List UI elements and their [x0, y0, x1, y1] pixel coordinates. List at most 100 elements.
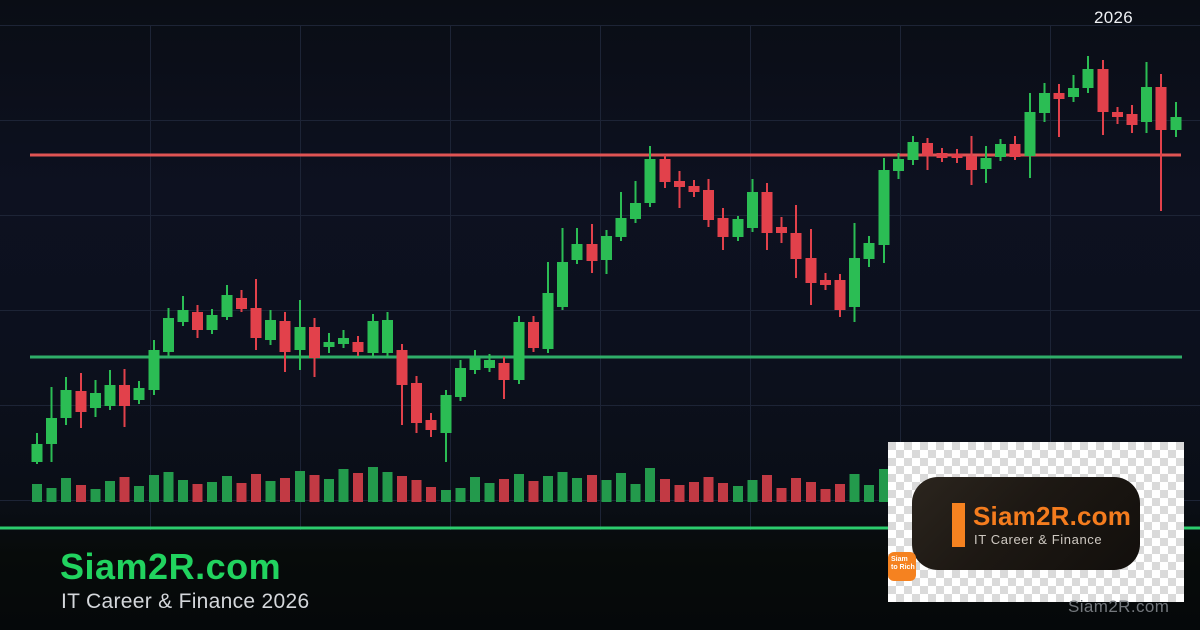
candle-body	[177, 310, 189, 322]
candle-body	[162, 318, 174, 352]
volume-bar	[207, 482, 218, 502]
volume-bar	[747, 480, 758, 502]
volume-bar	[776, 488, 787, 502]
candle-body	[498, 363, 510, 380]
candle-body	[688, 186, 700, 192]
candle-body	[1009, 144, 1021, 157]
grid-line-v	[600, 25, 601, 530]
volume-bar	[864, 485, 875, 502]
candle-body	[1097, 69, 1109, 112]
volume-bar	[703, 477, 714, 502]
candle-body	[440, 395, 452, 433]
volume-bar	[148, 475, 159, 502]
volume-bar	[90, 489, 101, 502]
volume-bar	[294, 471, 305, 502]
grid-line-v	[450, 25, 451, 530]
candle-body	[849, 258, 861, 307]
candle-body	[527, 322, 539, 348]
candle-body	[1155, 87, 1167, 130]
candle-body	[586, 244, 598, 261]
candle-body	[206, 315, 218, 330]
logo-card-subtitle: IT Career & Finance	[974, 532, 1103, 547]
candle-body	[265, 320, 277, 340]
volume-bar	[718, 483, 729, 502]
candle-body	[250, 308, 262, 338]
candle-body	[936, 153, 948, 158]
candle-wick	[620, 192, 622, 241]
siam-to-rich-badge: Siam to Rich	[888, 552, 916, 581]
candle-body	[454, 368, 466, 397]
candle-body	[980, 158, 992, 169]
volume-bar	[645, 468, 656, 502]
candle-body	[1111, 112, 1123, 117]
volume-bar	[455, 488, 466, 502]
candle-body	[396, 350, 408, 385]
candle-body	[338, 338, 350, 344]
grid-line-v	[750, 25, 751, 530]
volume-bar	[236, 483, 247, 502]
candle-body	[469, 358, 481, 370]
candle-body	[235, 298, 247, 309]
candle-body	[192, 312, 204, 330]
logo-accent-bar	[952, 503, 965, 547]
volume-bar	[280, 478, 291, 502]
candle-body	[133, 388, 145, 400]
candle-body	[805, 258, 817, 283]
volume-bar	[630, 484, 641, 502]
volume-bar	[324, 479, 334, 502]
volume-bar	[440, 490, 451, 502]
footer-subtitle: IT Career & Finance 2026	[61, 590, 310, 613]
candle-body	[965, 156, 977, 170]
candle-body	[892, 159, 904, 171]
volume-bar	[820, 489, 831, 502]
candle-wick	[1160, 74, 1163, 211]
volume-bar	[674, 485, 685, 502]
volume-bar	[221, 476, 232, 502]
candle-body	[761, 192, 773, 233]
volume-bar	[105, 481, 115, 502]
candle-body	[148, 350, 160, 390]
candle-body	[104, 385, 116, 406]
candle-body	[425, 420, 437, 430]
candle-body	[732, 219, 744, 237]
volume-bar	[805, 482, 816, 502]
support-line	[30, 355, 1182, 359]
candle-body	[600, 236, 612, 260]
volume-bar	[849, 474, 860, 502]
volume-bar	[586, 475, 597, 502]
watermark-text: Siam2R.com	[1068, 597, 1170, 616]
candle-wick	[1058, 84, 1060, 137]
volume-bar	[732, 486, 743, 502]
candle-body	[790, 233, 802, 259]
volume-bar	[470, 477, 480, 502]
volume-bar	[659, 479, 670, 502]
grid-line-v	[900, 25, 901, 530]
volume-bar	[163, 472, 174, 502]
candle-body	[615, 218, 627, 237]
candle-wick	[678, 171, 681, 208]
volume-bar	[543, 476, 553, 502]
volume-bar	[689, 482, 699, 502]
volume-bar	[616, 473, 626, 502]
badge-line-2: to Rich	[891, 564, 915, 571]
candle-body	[279, 321, 291, 352]
candle-body	[557, 262, 569, 307]
candle-body	[878, 170, 890, 245]
volume-bar	[265, 481, 276, 502]
volume-bar	[75, 485, 86, 502]
candle-body	[381, 320, 393, 353]
volume-bar	[134, 486, 145, 502]
candle-body	[46, 418, 58, 444]
candle-body	[659, 159, 671, 182]
candle-body	[776, 227, 788, 233]
candle-body	[1053, 93, 1065, 99]
volume-bar	[499, 479, 510, 502]
candle-body	[542, 293, 554, 349]
candle-body	[89, 393, 101, 408]
grid-line-v	[1050, 25, 1051, 530]
resistance-line	[30, 153, 1181, 157]
volume-bar	[338, 469, 349, 502]
badge-line-1: Siam	[891, 556, 908, 563]
volume-bar	[835, 484, 845, 502]
